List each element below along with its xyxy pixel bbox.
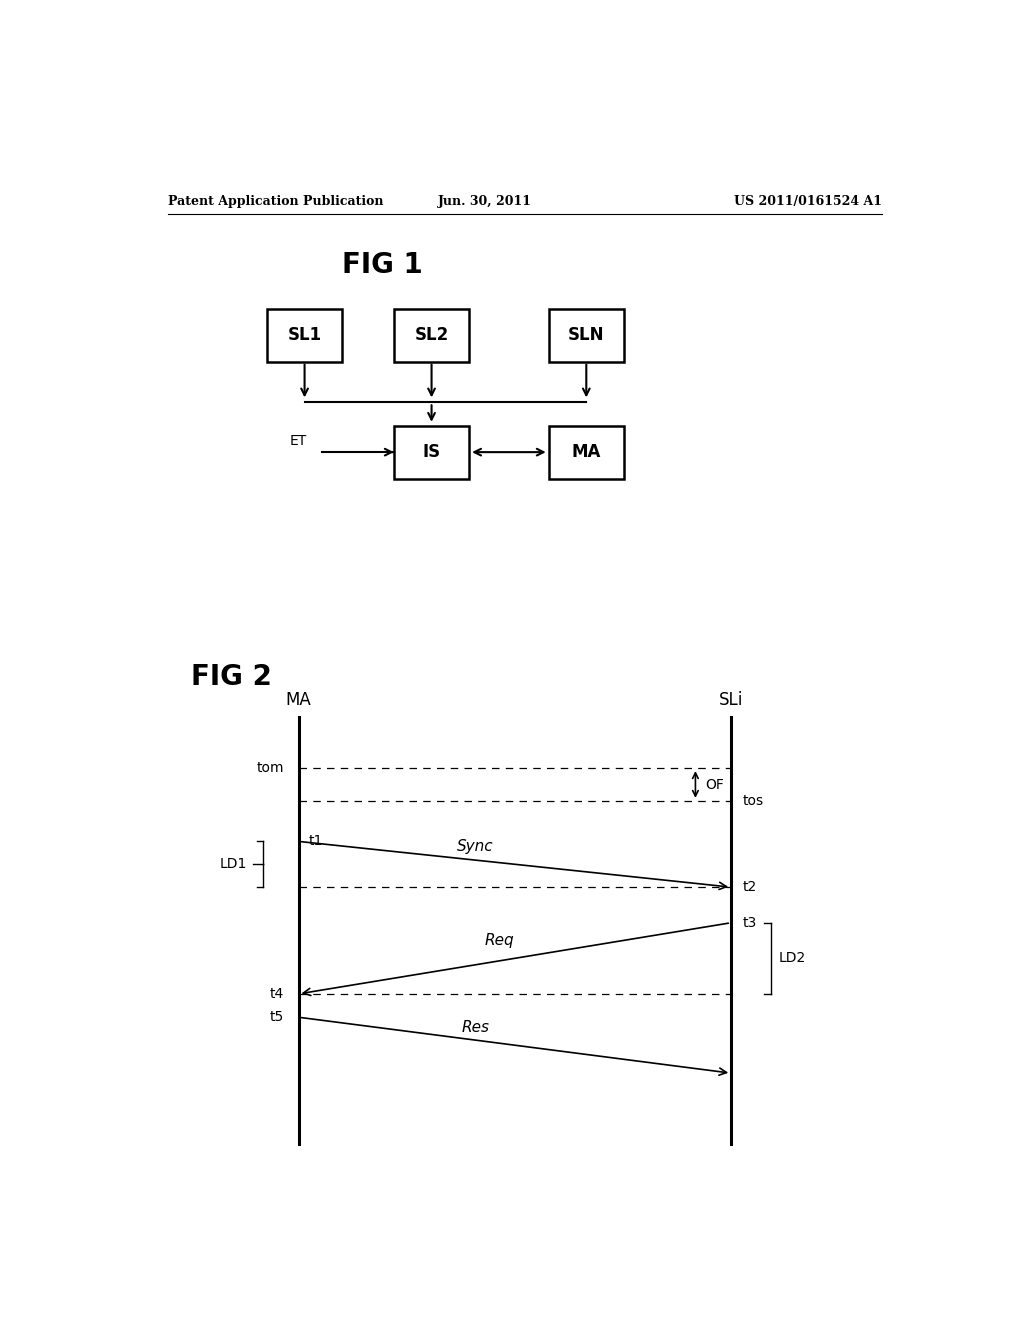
Text: Jun. 30, 2011: Jun. 30, 2011 (438, 194, 532, 207)
Text: LD2: LD2 (779, 952, 806, 965)
Text: MA: MA (286, 692, 311, 709)
Text: t4: t4 (270, 987, 285, 1001)
Text: t3: t3 (743, 916, 758, 929)
Bar (394, 426, 469, 479)
Text: Res: Res (461, 1020, 489, 1035)
Text: SLN: SLN (568, 326, 604, 345)
Text: LD1: LD1 (220, 857, 247, 871)
Text: Req: Req (484, 933, 514, 948)
Text: MA: MA (571, 444, 601, 461)
Text: OF: OF (705, 777, 724, 792)
Text: SLi: SLi (719, 692, 743, 709)
Text: SL2: SL2 (415, 326, 449, 345)
Text: tos: tos (743, 793, 764, 808)
Bar (267, 309, 342, 362)
Text: ET: ET (290, 434, 306, 447)
Text: tom: tom (257, 762, 285, 775)
Bar (394, 309, 469, 362)
Text: Patent Application Publication: Patent Application Publication (168, 194, 383, 207)
Text: Sync: Sync (457, 840, 494, 854)
Text: IS: IS (423, 444, 440, 461)
Text: t1: t1 (308, 834, 323, 849)
Text: FIG 2: FIG 2 (191, 663, 272, 690)
Text: US 2011/0161524 A1: US 2011/0161524 A1 (734, 194, 882, 207)
Bar (549, 309, 624, 362)
Text: t5: t5 (270, 1010, 285, 1024)
Text: t2: t2 (743, 880, 758, 894)
Text: SL1: SL1 (288, 326, 322, 345)
Bar (549, 426, 624, 479)
Text: FIG 1: FIG 1 (342, 251, 423, 279)
